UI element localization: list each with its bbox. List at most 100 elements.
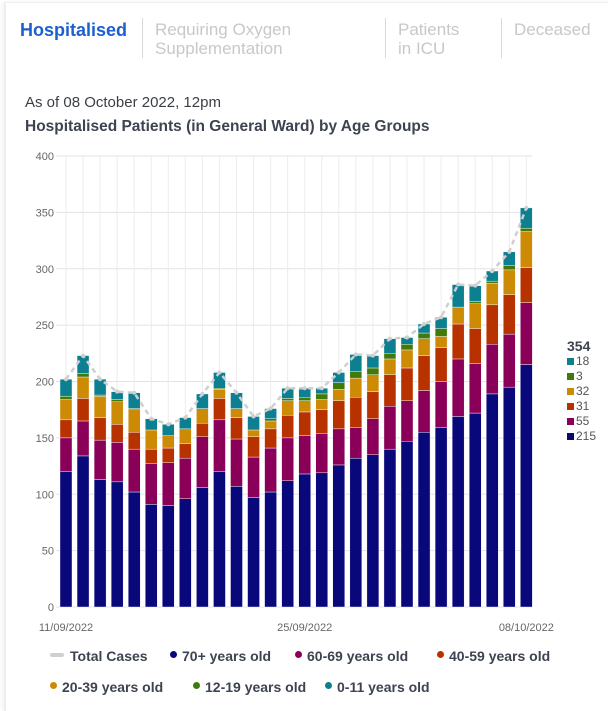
tab-hospitalised[interactable]: Hospitalised [20, 21, 127, 40]
bar-segment-70plus [366, 454, 380, 608]
total-cases-point [353, 352, 358, 357]
bar-segment-70plus [213, 471, 226, 608]
bar-segment-60-69 [76, 420, 90, 457]
legend-item-0-11[interactable]: 0-11 years old [325, 679, 430, 695]
total-cases-line [64, 207, 528, 426]
hover-value: 31 [576, 399, 590, 413]
bar-segment-40-59 [281, 415, 294, 439]
legend-dot-icon [193, 682, 200, 689]
legend-item-40-59[interactable]: 40-59 years old [437, 648, 550, 664]
legend-item-12-19[interactable]: 12-19 years old [193, 679, 306, 695]
bar-segment-70plus [247, 497, 260, 608]
bar-segment-20-39 [469, 303, 482, 329]
legend-label: 12-19 years old [205, 679, 307, 695]
hover-tooltip: 354 18 3 32 31 55 215 [567, 338, 596, 444]
bar-segment-70plus [400, 441, 414, 608]
bar-segment-70plus [349, 457, 363, 608]
bar-segment-70plus [486, 393, 499, 608]
bar-segment-40-59 [59, 419, 73, 439]
legend-swatch-icon [567, 358, 574, 366]
bar-segment-20-39 [417, 338, 431, 356]
bar-segment-40-59 [298, 411, 311, 436]
tab-label: Requiring Oxygen [155, 20, 292, 39]
y-tick-label: 300 [36, 264, 54, 276]
bar-segment-40-59 [400, 367, 414, 401]
total-cases-point [64, 377, 68, 382]
bar-segment-20-39 [264, 420, 277, 430]
bar-segment-60-69 [59, 437, 73, 472]
bar-segment-40-59 [162, 447, 175, 463]
legend-swatch-icon [567, 433, 574, 441]
bar-segment-20-39 [383, 358, 397, 375]
y-tick-label: 400 [36, 151, 54, 163]
total-cases-point [507, 249, 512, 254]
bar-segment-0-11 [451, 284, 465, 308]
bar-segment-60-69 [93, 439, 107, 480]
total-cases-point [268, 406, 273, 411]
bar-segment-70plus [93, 479, 107, 608]
total-cases-point [336, 370, 341, 375]
bar-segment-12-19 [469, 301, 482, 304]
bar-segment-70plus [383, 448, 397, 608]
bar-segment-70plus [59, 471, 73, 608]
hover-row: 3 [567, 369, 596, 384]
bar-segment-60-69 [264, 447, 277, 493]
tab-bar: Hospitalised Requiring Oxygen Supplement… [0, 0, 608, 60]
bar-segment-60-69 [110, 442, 124, 483]
total-cases-point [149, 416, 154, 421]
legend-dot-icon [437, 651, 444, 658]
total-cases-point [439, 315, 444, 320]
legend-label: 60-69 years old [307, 648, 409, 664]
bar-segment-60-69 [230, 438, 243, 487]
bar-segment-40-59 [332, 400, 345, 430]
hover-total: 354 [567, 338, 591, 354]
bar-segment-40-59 [213, 398, 226, 421]
dash-line-icon [50, 653, 64, 657]
bar-segment-20-39 [59, 399, 73, 421]
total-cases-point [456, 282, 461, 287]
x-tick-label: 08/10/2022 [499, 622, 554, 634]
bar-segment-60-69 [434, 381, 448, 428]
total-cases-point [166, 422, 171, 427]
tab-patients-in-icu[interactable]: Patients in ICU [398, 20, 459, 58]
bar-segment-70plus [196, 487, 209, 608]
tab-divider [142, 18, 143, 58]
tab-requiring-oxygen[interactable]: Requiring Oxygen Supplementation [155, 20, 291, 58]
bar-segment-60-69 [366, 418, 380, 455]
bar-segment-60-69 [332, 428, 345, 466]
legend-item-70plus[interactable]: 70+ years old [170, 648, 271, 664]
bar-segment-0-11 [349, 354, 363, 372]
bar-segment-20-39 [486, 283, 499, 306]
stacked-bar-chart: 0 50 100 150 200 250 300 350 400 11/09/2022 25/09/… [36, 151, 554, 634]
bar-segment-60-69 [349, 427, 363, 459]
bar-segment-12-19 [110, 399, 124, 402]
bar-segment-12-19 [315, 393, 328, 400]
legend-label: 70+ years old [182, 648, 272, 664]
bar-segment-20-39 [127, 409, 141, 433]
legend-swatch-icon [567, 403, 574, 411]
bar-segment-70plus [76, 455, 90, 608]
bar-segment-20-39 [315, 399, 328, 410]
hover-row: 18 [567, 354, 596, 369]
legend-swatch-icon [567, 418, 574, 426]
hover-row: 55 [567, 414, 596, 429]
bar-segment-70plus [469, 412, 482, 608]
tab-label: Hospitalised [20, 20, 128, 40]
bar-segment-12-19 [366, 367, 380, 375]
total-cases-point [473, 283, 478, 288]
bar-segment-0-11 [76, 355, 90, 374]
tab-deceased[interactable]: Deceased [514, 20, 591, 39]
bar-segment-20-39 [110, 401, 124, 425]
y-tick-label: 0 [48, 602, 54, 614]
bar-segment-70plus [110, 481, 124, 608]
legend-item-60-69[interactable]: 60-69 years old [295, 648, 408, 664]
bar-segment-70plus [315, 472, 328, 608]
bar-segment-20-39 [162, 435, 175, 449]
bar-segment-60-69 [196, 436, 209, 488]
bar-segment-20-39 [366, 374, 380, 392]
bar-segment-20-39 [76, 376, 90, 399]
bar-segment-20-39 [230, 408, 243, 418]
legend-dot-icon [50, 682, 57, 689]
legend-item-total[interactable]: Total Cases [50, 648, 148, 664]
legend-item-20-39[interactable]: 20-39 years old [50, 679, 163, 695]
